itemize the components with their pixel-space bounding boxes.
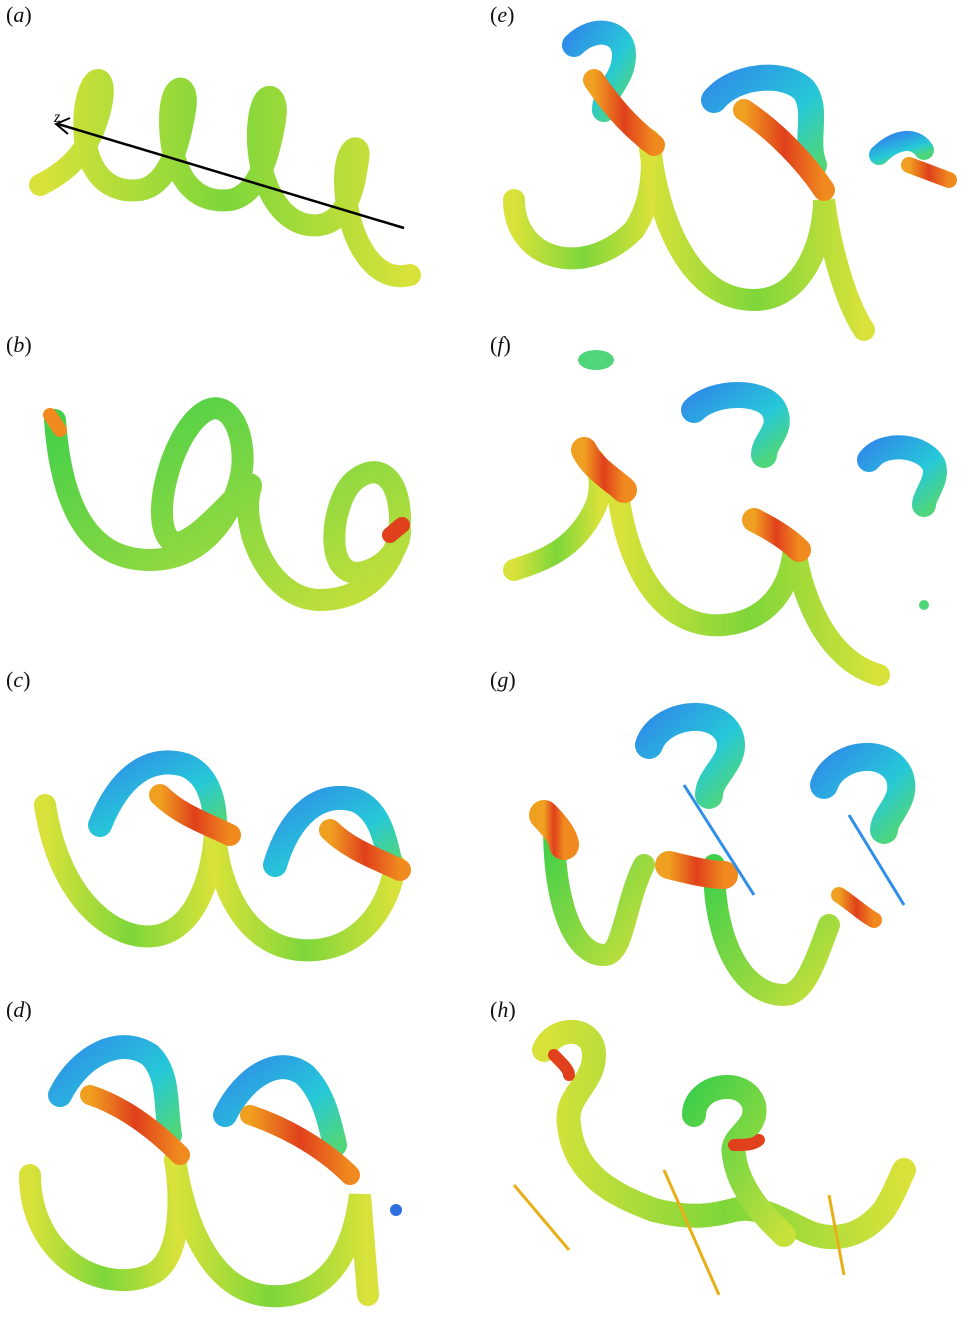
vortex-helix-e [503,20,957,341]
panel-label-d: (d) [6,997,32,1022]
panel-label-e: (e) [490,2,515,27]
vortex-helix-f [503,350,947,686]
panel-f: (f) [484,330,968,686]
vortex-helix-b [43,397,412,612]
panel-label-a: (a) [6,2,32,27]
panel-a: (a) z [0,0,484,332]
panel-d: (d) [0,995,484,1327]
panel-h: (h) [484,995,968,1327]
panel-c: (c) [0,665,484,997]
z-axis-line [57,122,405,230]
z-axis-arrowhead [54,117,71,135]
panel-e: (e) [484,0,968,341]
panel-label-c: (c) [6,667,31,692]
vortex-helix-d [19,1035,439,1308]
panel-label-h: (h) [490,997,516,1022]
panel-label-f: (f) [490,332,511,357]
vortex-helix-c [34,750,411,962]
vortex-helix-g [529,702,916,1007]
panel-label-g: (g) [490,667,516,692]
panel-b: (b) [0,330,484,662]
vortex-helix-h [512,1019,916,1296]
vortex-helix-a: z [29,69,421,288]
panel-g: (g) [484,665,968,1007]
z-axis-label: z [53,109,61,126]
panel-label-b: (b) [6,332,32,357]
